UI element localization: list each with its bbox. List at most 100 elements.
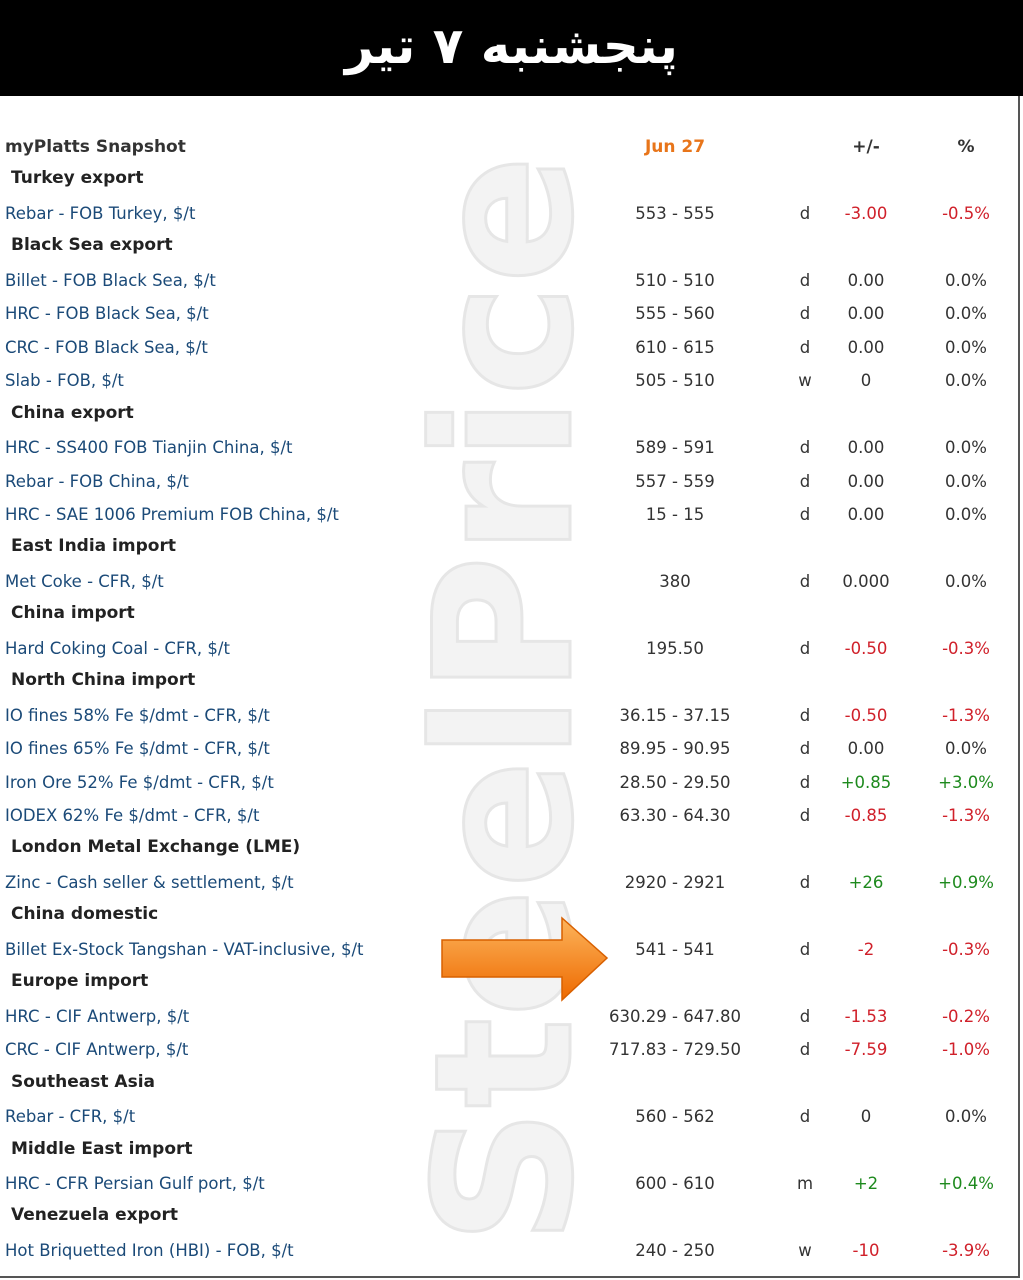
- section-title: Turkey export: [11, 168, 144, 189]
- price-range: 600 - 610: [635, 1173, 715, 1193]
- percent: 0.0%: [945, 504, 987, 524]
- price-range: 89.95 - 90.95: [619, 739, 731, 759]
- section-title: Black Sea export: [11, 235, 173, 256]
- frequency: d: [799, 571, 811, 591]
- item-name: Billet Ex-Stock Tangshan - VAT-inclusive…: [5, 939, 364, 959]
- percent: 0.0%: [945, 270, 987, 290]
- change: 0: [860, 371, 872, 391]
- item-name: Slab - FOB, $/t: [5, 371, 124, 391]
- change: 0.00: [847, 304, 885, 324]
- change: 0.00: [847, 471, 885, 491]
- header-cell: Jun 27: [644, 137, 706, 157]
- frequency: d: [799, 772, 811, 792]
- change: 0.00: [847, 438, 885, 458]
- percent: 0.0%: [945, 438, 987, 458]
- price-range: 553 - 555: [635, 203, 715, 223]
- section-title: China import: [11, 603, 135, 624]
- percent: -1.3%: [942, 705, 990, 725]
- price-range: 240 - 250: [635, 1240, 715, 1260]
- percent: 0.0%: [945, 1107, 987, 1127]
- section-title: Middle East import: [11, 1138, 193, 1159]
- price-range: 630.29 - 647.80: [609, 1006, 741, 1026]
- frequency: d: [799, 304, 811, 324]
- header-cell: %: [957, 137, 975, 157]
- banner: پنجشنبه ۷ تیر: [0, 0, 1023, 96]
- price-range: 195.50: [646, 638, 704, 658]
- percent: -1.3%: [942, 806, 990, 825]
- frequency: d: [799, 270, 811, 290]
- percent: -0.3%: [942, 939, 990, 959]
- price-range: 557 - 559: [635, 471, 715, 491]
- section-title: North China import: [11, 670, 196, 691]
- item-name: Zinc - Cash seller & settlement, $/t: [5, 872, 294, 892]
- change: -0.50: [844, 638, 888, 658]
- price-range: 541 - 541: [635, 939, 715, 959]
- price-range: 560 - 562: [635, 1107, 715, 1127]
- change: 0.00: [847, 270, 885, 290]
- section-title: Europe import: [11, 971, 149, 992]
- item-name: HRC - CFR Persian Gulf port, $/t: [5, 1173, 265, 1193]
- percent: -0.2%: [942, 1006, 990, 1026]
- percent: -1.0%: [942, 1040, 990, 1060]
- percent: 0.0%: [945, 371, 987, 391]
- item-name: Iron Ore 52% Fe $/dmt - CFR, $/t: [5, 772, 274, 792]
- section-title: East India import: [11, 536, 176, 557]
- percent: -0.3%: [942, 638, 990, 658]
- percent: +0.9%: [938, 872, 994, 892]
- percent: -3.9%: [942, 1240, 990, 1260]
- item-name: IO fines 65% Fe $/dmt - CFR, $/t: [5, 739, 270, 759]
- change: +2: [853, 1173, 879, 1193]
- item-name: Hot Briquetted Iron (HBI) - FOB, $/t: [5, 1240, 294, 1260]
- item-name: HRC - SAE 1006 Premium FOB China, $/t: [5, 504, 339, 524]
- frequency: d: [799, 739, 811, 759]
- change: -1.53: [844, 1006, 888, 1026]
- change: +26: [848, 872, 884, 892]
- percent: 0.0%: [945, 337, 987, 357]
- item-name: CRC - FOB Black Sea, $/t: [5, 337, 208, 357]
- item-name: HRC - CIF Antwerp, $/t: [5, 1006, 190, 1026]
- frame: [0, 96, 1020, 1278]
- price-range: 505 - 510: [635, 371, 715, 391]
- change: -0.50: [844, 705, 888, 725]
- percent: 0.0%: [945, 739, 987, 759]
- item-name: CRC - CIF Antwerp, $/t: [5, 1040, 189, 1060]
- header-cell: myPlatts Snapshot: [5, 137, 186, 157]
- section-title: China export: [11, 402, 134, 423]
- item-name: Rebar - CFR, $/t: [5, 1107, 136, 1127]
- change: 0.00: [847, 504, 885, 524]
- change: -0.85: [844, 806, 888, 825]
- price-range: 15 - 15: [645, 504, 705, 524]
- change: 0.00: [847, 337, 885, 357]
- change: -2: [857, 939, 875, 959]
- percent: 0.0%: [945, 571, 987, 591]
- percent: +0.4%: [938, 1173, 994, 1193]
- price-range: 589 - 591: [635, 438, 715, 458]
- change: +0.85: [840, 772, 892, 792]
- item-name: Billet - FOB Black Sea, $/t: [5, 270, 216, 290]
- frequency: d: [799, 1006, 811, 1026]
- percent: 0.0%: [945, 471, 987, 491]
- header-cell: +/-: [852, 137, 880, 157]
- section-title: China domestic: [11, 904, 159, 925]
- section-title: London Metal Exchange (LME): [11, 837, 301, 858]
- price-range: 36.15 - 37.15: [619, 705, 731, 725]
- item-name: Rebar - FOB China, $/t: [5, 471, 189, 491]
- price-range: 2920 - 2921: [624, 872, 726, 892]
- percent: -0.5%: [942, 203, 990, 223]
- frequency: d: [799, 806, 811, 825]
- item-name: IODEX 62% Fe $/dmt - CFR, $/t: [5, 806, 260, 825]
- change: 0.00: [847, 739, 885, 759]
- price-range: 717.83 - 729.50: [609, 1040, 741, 1060]
- price-range: 555 - 560: [635, 304, 715, 324]
- change: -10: [852, 1240, 880, 1260]
- frequency: d: [799, 438, 811, 458]
- price-range: 63.30 - 64.30: [619, 806, 731, 825]
- section-title: Venezuela export: [11, 1205, 178, 1226]
- frequency: w: [798, 1240, 812, 1260]
- frequency: d: [799, 471, 811, 491]
- price-range: 28.50 - 29.50: [619, 772, 731, 792]
- frequency: w: [798, 371, 812, 391]
- frequency: d: [799, 939, 811, 959]
- frequency: d: [799, 872, 811, 892]
- frequency: d: [799, 1107, 811, 1127]
